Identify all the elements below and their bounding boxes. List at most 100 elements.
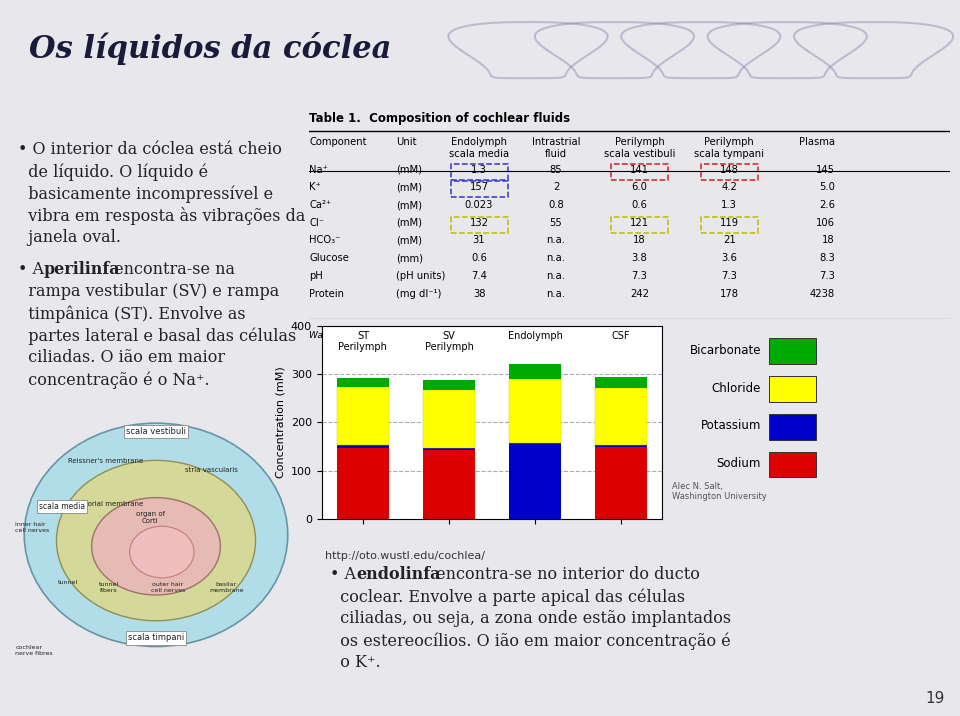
Text: os estereocílios. O ião em maior concentração é: os estereocílios. O ião em maior concent… [330,632,731,649]
Text: Endolymph: Endolymph [508,331,563,341]
Text: 55: 55 [550,218,563,228]
Text: de líquido. O líquido é: de líquido. O líquido é [18,163,208,180]
Text: 4.2: 4.2 [721,183,737,193]
Text: 121: 121 [630,218,649,228]
Text: 6.0: 6.0 [632,183,647,193]
Text: Intrastrial
fluid: Intrastrial fluid [532,137,580,158]
Text: scala timpani: scala timpani [128,634,184,642]
Text: (mg dl⁻¹): (mg dl⁻¹) [396,289,441,299]
Text: Plasma: Plasma [799,137,835,147]
Bar [423,450,475,519]
Bar [423,448,475,450]
Text: K⁺: K⁺ [309,183,321,193]
Text: o K⁺.: o K⁺. [330,654,380,671]
Text: Wangemann, 2006, J Physiol, 576.1: 11–21.: Wangemann, 2006, J Physiol, 576.1: 11–21… [309,332,505,340]
Text: Ca²⁺: Ca²⁺ [309,200,331,210]
Text: stria vascularis: stria vascularis [185,467,238,473]
Text: (mM): (mM) [396,165,421,175]
Text: basilar
membrane: basilar membrane [209,582,244,593]
Ellipse shape [24,423,288,647]
Text: Os líquidos da cóclea: Os líquidos da cóclea [29,32,391,64]
Text: 141: 141 [630,165,649,175]
Text: coclear. Envolve a parte apical das células: coclear. Envolve a parte apical das célu… [330,588,685,606]
Text: 2.6: 2.6 [819,200,835,210]
Text: 3.8: 3.8 [632,253,647,263]
Text: 7.3: 7.3 [819,271,835,281]
Text: Component: Component [309,137,367,147]
Text: 21: 21 [723,236,735,246]
Text: encontra-se na: encontra-se na [109,261,235,279]
Text: HCO₃⁻: HCO₃⁻ [309,236,341,246]
Text: 148: 148 [720,165,738,175]
Text: Potassium: Potassium [701,420,761,432]
Text: Table 1.  Composition of cochlear fluids: Table 1. Composition of cochlear fluids [309,112,570,125]
Text: encontra-se no interior do ducto: encontra-se no interior do ducto [431,566,700,583]
Bar [595,377,647,387]
Text: Alec N. Salt,
Washington University: Alec N. Salt, Washington University [672,482,767,501]
Bar [337,378,389,387]
Bar [337,445,389,448]
Text: endolinfa: endolinfa [356,566,441,583]
Text: http://oto.wustl.edu/cochlea/: http://oto.wustl.edu/cochlea/ [325,551,485,561]
Text: 132: 132 [469,218,489,228]
Text: Cl⁻: Cl⁻ [309,218,324,228]
Bar [770,338,816,364]
Text: Perilymph
scala tympani: Perilymph scala tympani [694,137,764,158]
Text: ciliadas. O ião em maior: ciliadas. O ião em maior [18,349,226,366]
Bar [337,387,389,445]
Ellipse shape [57,460,255,621]
Text: 7.3: 7.3 [721,271,737,281]
Text: inner hair
cell nerves: inner hair cell nerves [15,522,50,533]
Ellipse shape [130,526,194,578]
Text: tunnel
fibers: tunnel fibers [99,582,119,593]
Y-axis label: Concentration (mM): Concentration (mM) [276,367,285,478]
Text: 0.6: 0.6 [471,253,487,263]
Text: n.a.: n.a. [546,289,565,299]
Text: (mM): (mM) [396,200,421,210]
Text: (pH units): (pH units) [396,271,445,281]
Bar [770,414,816,440]
Text: cochlear
nerve fibres: cochlear nerve fibres [15,645,53,656]
Text: ciliadas, ou seja, a zona onde estão implantados: ciliadas, ou seja, a zona onde estão imp… [330,610,732,627]
Text: (mM): (mM) [396,218,421,228]
Text: Glucose: Glucose [309,253,349,263]
Text: basicamente incompressível e: basicamente incompressível e [18,185,274,203]
Bar [509,379,561,443]
Text: 145: 145 [816,165,835,175]
Text: 119: 119 [720,218,739,228]
Text: tectorial membrane: tectorial membrane [74,501,143,507]
Text: 31: 31 [472,236,486,246]
Text: 0.6: 0.6 [632,200,647,210]
Text: vibra em resposta às vibrações da: vibra em resposta às vibrações da [18,207,305,226]
Text: 4238: 4238 [810,289,835,299]
Text: pH: pH [309,271,323,281]
Text: n.a.: n.a. [546,271,565,281]
Text: (mm): (mm) [396,253,422,263]
Text: 1.3: 1.3 [721,200,737,210]
Text: tunnel: tunnel [59,579,78,584]
Text: SV
Perilymph: SV Perilymph [424,331,473,352]
Bar [595,387,647,445]
Text: 7.3: 7.3 [632,271,647,281]
Text: 18: 18 [633,236,646,246]
Text: Endolymph
scala media: Endolymph scala media [449,137,509,158]
Text: 106: 106 [816,218,835,228]
Text: scala media: scala media [39,502,85,511]
Text: 5.0: 5.0 [819,183,835,193]
Text: rampa vestibular (SV) e rampa: rampa vestibular (SV) e rampa [18,283,279,300]
Text: Na⁺: Na⁺ [309,165,328,175]
Text: 18: 18 [823,236,835,246]
Text: Reissner's membrane: Reissner's membrane [68,458,143,464]
Text: Unit: Unit [396,137,417,147]
Text: 2: 2 [553,183,560,193]
Text: Sodium: Sodium [717,458,761,470]
Text: 1.3: 1.3 [471,165,487,175]
Bar [770,452,816,478]
Text: concentração é o Na⁺.: concentração é o Na⁺. [18,371,209,389]
Text: Bicarbonate: Bicarbonate [689,344,761,357]
Bar [595,445,647,447]
Text: Perilymph
scala vestibuli: Perilymph scala vestibuli [604,137,675,158]
Text: timpânica (ST). Envolve as: timpânica (ST). Envolve as [18,305,246,323]
Text: (mM): (mM) [396,183,421,193]
Text: 85: 85 [550,165,563,175]
